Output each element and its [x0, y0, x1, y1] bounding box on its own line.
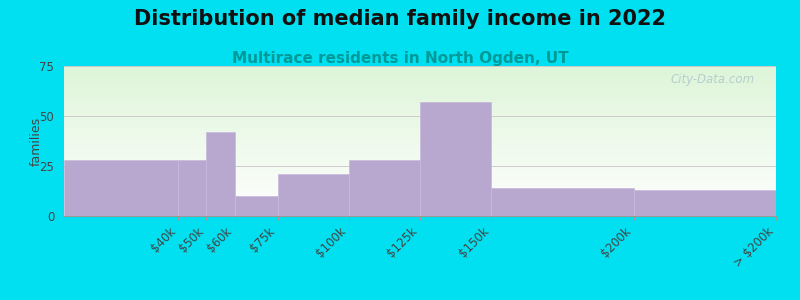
Bar [349, 160, 420, 216]
Bar [206, 132, 235, 216]
Text: Multirace residents in North Ogden, UT: Multirace residents in North Ogden, UT [232, 51, 568, 66]
Bar [64, 160, 178, 216]
Bar [420, 102, 491, 216]
Text: Distribution of median family income in 2022: Distribution of median family income in … [134, 9, 666, 29]
Bar [491, 188, 634, 216]
Bar [178, 160, 206, 216]
Bar [278, 174, 349, 216]
Bar [634, 190, 776, 216]
Bar [235, 196, 278, 216]
Y-axis label: families: families [30, 116, 43, 166]
Text: City-Data.com: City-Data.com [670, 74, 754, 86]
